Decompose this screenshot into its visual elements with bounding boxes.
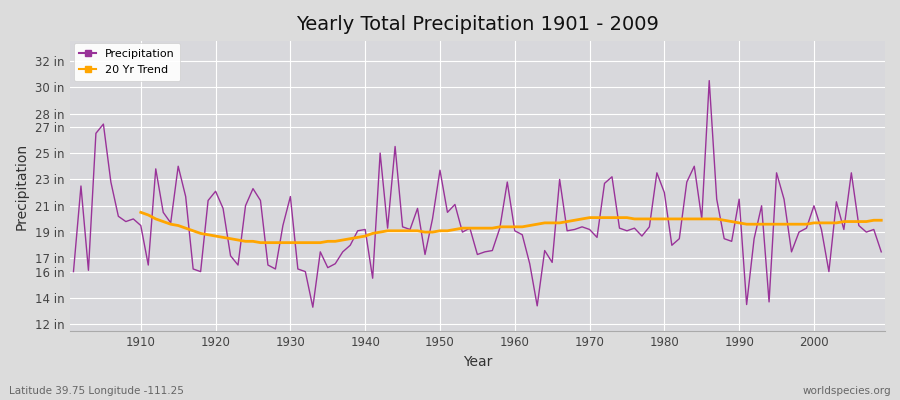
Legend: Precipitation, 20 Yr Trend: Precipitation, 20 Yr Trend: [74, 42, 180, 81]
Text: Latitude 39.75 Longitude -111.25: Latitude 39.75 Longitude -111.25: [9, 386, 184, 396]
Title: Yearly Total Precipitation 1901 - 2009: Yearly Total Precipitation 1901 - 2009: [296, 15, 659, 34]
Text: worldspecies.org: worldspecies.org: [803, 386, 891, 396]
X-axis label: Year: Year: [463, 355, 492, 369]
Y-axis label: Precipitation: Precipitation: [15, 142, 29, 230]
